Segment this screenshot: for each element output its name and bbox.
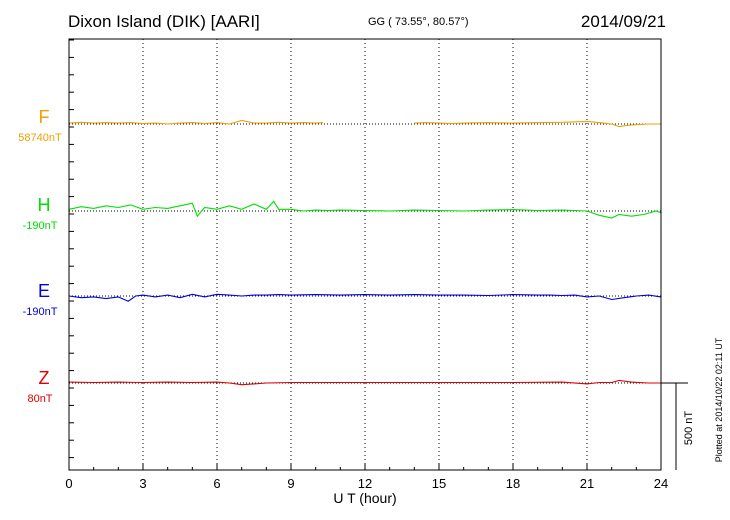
series-line-Z [68,379,661,386]
plotted-at-note: Plotted at 2014/10/22 02:11 UT [714,337,724,462]
series-baseline-H: -190nT [23,220,58,232]
series-baseline-Z: 80nT [27,393,52,405]
x-tick-label-15: 15 [432,476,446,491]
station-title: Dixon Island (DIK) [AARI] [68,12,260,31]
series-name-E: E [38,281,50,301]
series-baseline-F: 58740nT [18,132,62,144]
grid-layer [69,39,661,470]
x-tick-label-9: 9 [287,476,294,491]
x-tick-label-6: 6 [213,476,220,491]
x-axis-label: U T (hour) [333,490,396,506]
date-label: 2014/09/21 [580,12,666,31]
x-tick-label-12: 12 [358,476,372,491]
series-layer [68,119,662,386]
label-layer: 0 3 6 9 12 15 18 21 24 F 58740nT H -190nT E -190nT Z 80n… [18,107,668,491]
series-line-F [68,119,661,128]
x-tick-label-0: 0 [65,476,72,491]
series-line-H [68,200,662,219]
series-name-Z: Z [39,368,50,388]
series-line-E [68,293,662,302]
scale-bar: 500 nT [661,382,695,470]
series-baseline-E: -190nT [23,306,58,318]
series-name-H: H [38,195,51,215]
tick-layer [68,39,662,470]
x-tick-label-24: 24 [654,476,668,491]
scale-bar-label: 500 nT [683,411,695,446]
x-tick-label-3: 3 [139,476,146,491]
series-name-F: F [39,107,50,127]
x-tick-label-21: 21 [580,476,594,491]
coordinates-label: GG ( 73.55°, 80.57°) [368,16,469,28]
x-tick-label-18: 18 [506,476,520,491]
